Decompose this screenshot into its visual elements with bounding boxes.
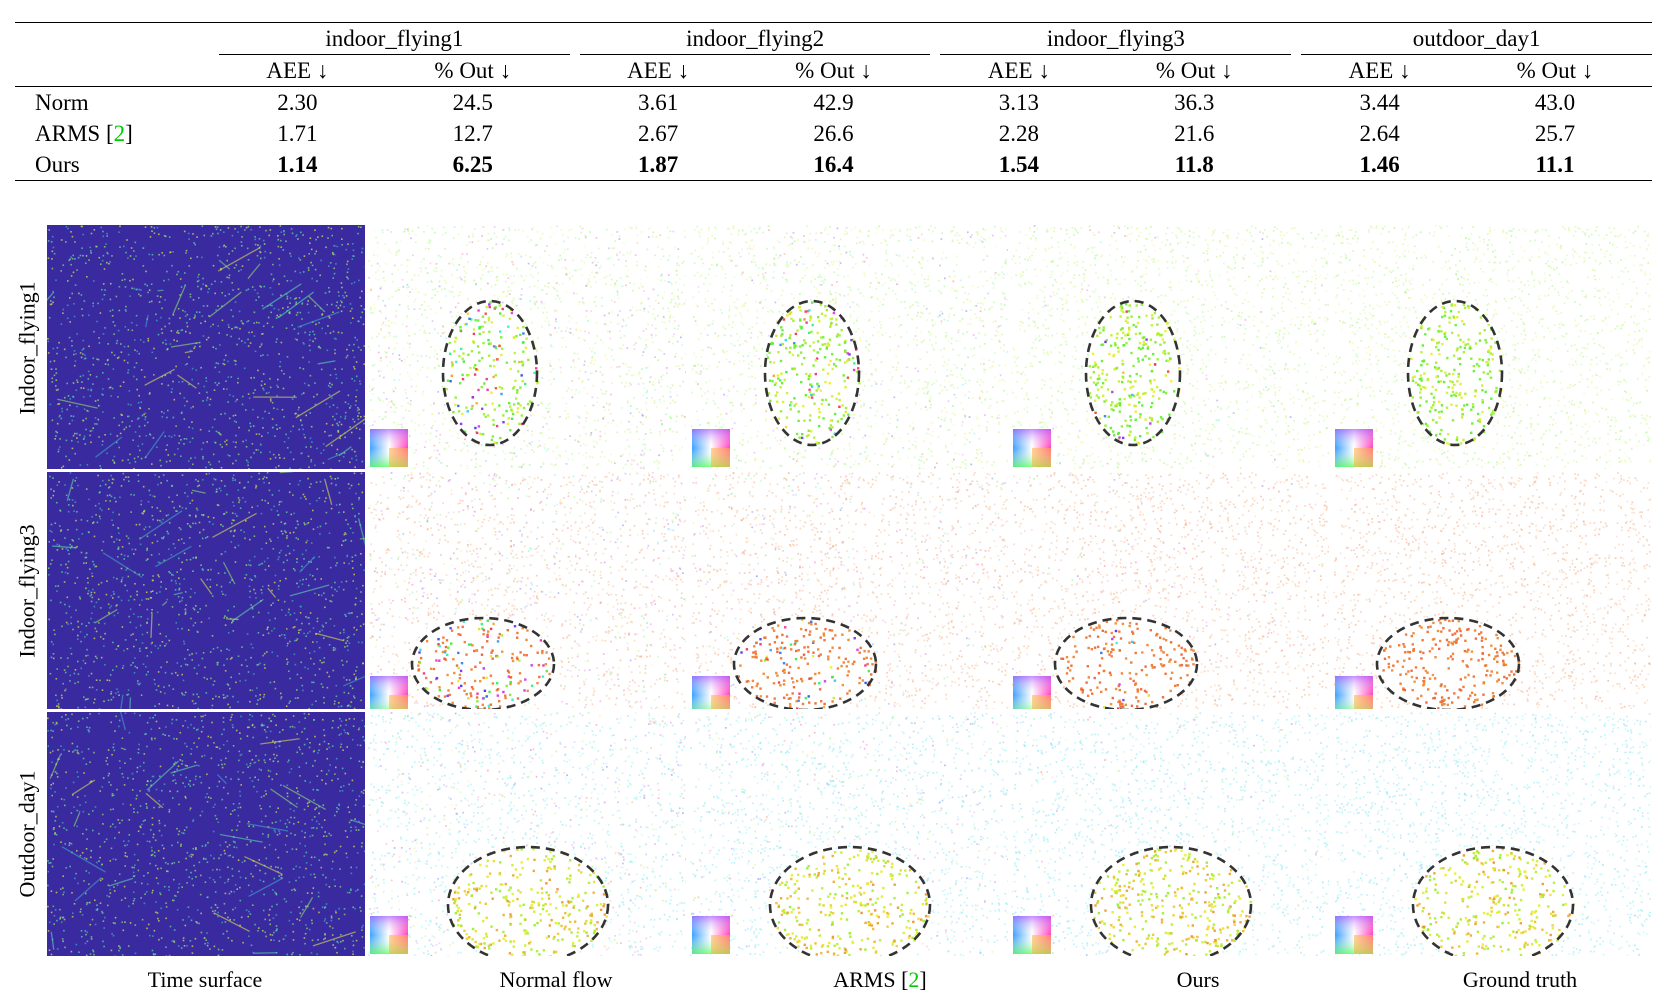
- flow-visualization: [690, 712, 1008, 956]
- table-cell: 1.46: [1301, 149, 1458, 181]
- caption-arms: ARMS [2]: [730, 967, 1030, 993]
- flow-visualization: [1011, 712, 1329, 956]
- citation-link[interactable]: 2: [114, 121, 126, 146]
- results-table: indoor_flying1 indoor_flying2 indoor_fly…: [15, 22, 1652, 181]
- table-cell: 25.7: [1458, 118, 1652, 149]
- group-header: outdoor_day1: [1301, 22, 1652, 55]
- table-cell: 2.28: [940, 118, 1097, 149]
- table-cell: 2.67: [580, 118, 737, 149]
- row-label: Outdoor_day1: [8, 712, 48, 956]
- table-cell: 3.44: [1301, 87, 1458, 119]
- group-header: indoor_flying3: [940, 22, 1292, 55]
- method-name: ARMS [2]: [15, 118, 209, 149]
- table-cell: 36.3: [1097, 87, 1291, 119]
- table-row: ARMS [2] 1.71 12.7 2.67 26.6 2.28 21.6 2…: [15, 118, 1652, 149]
- caption-time-surface: Time surface: [55, 967, 355, 993]
- group-header: indoor_flying1: [219, 22, 570, 55]
- table-cell: 24.5: [376, 87, 570, 119]
- table-cell: 3.61: [580, 87, 737, 119]
- metric-header: % Out ↓: [1457, 54, 1652, 87]
- table-cell: 21.6: [1097, 118, 1291, 149]
- table-group-header-row: indoor_flying1 indoor_flying2 indoor_fly…: [15, 22, 1652, 55]
- caption-ours: Ours: [1048, 967, 1348, 993]
- caption-ground-truth: Ground truth: [1370, 967, 1669, 993]
- flow-visualization: [1011, 225, 1329, 469]
- table-cell: 1.71: [219, 118, 376, 149]
- flow-visualization: [368, 712, 686, 956]
- flow-visualization: [690, 472, 1008, 709]
- flow-visualization: [690, 225, 1008, 469]
- method-name: Ours: [15, 149, 209, 181]
- table-cell: 11.8: [1097, 149, 1292, 181]
- metric-header: AEE ↓: [219, 54, 376, 87]
- time-surface-image: [47, 472, 365, 709]
- table-cell: 1.87: [579, 149, 737, 181]
- table-metric-header-row: AEE ↓ % Out ↓ AEE ↓ % Out ↓ AEE ↓ % Out …: [15, 54, 1652, 87]
- table-cell: 42.9: [737, 87, 931, 119]
- flow-visualization: [1333, 225, 1651, 469]
- table-corner-cell: [15, 22, 209, 55]
- time-surface-image: [47, 225, 365, 469]
- row-label: Indoor_flying3: [8, 472, 48, 710]
- flow-visualization: [368, 225, 686, 469]
- metric-header: AEE ↓: [1301, 54, 1458, 87]
- flow-visualization: [1333, 472, 1651, 709]
- metric-header: AEE ↓: [940, 54, 1098, 87]
- table-row: Norm 2.30 24.5 3.61 42.9 3.13 36.3 3.44 …: [15, 87, 1652, 119]
- row-separator: [47, 469, 364, 472]
- table-cell: 2.64: [1301, 118, 1458, 149]
- row-label: Indoor_flying1: [8, 225, 48, 470]
- flow-visualization: [1333, 712, 1651, 956]
- metric-header: % Out ↓: [375, 54, 570, 87]
- method-name: Norm: [15, 87, 209, 119]
- table-cell: 43.0: [1458, 87, 1652, 119]
- citation-link[interactable]: 2: [908, 967, 919, 992]
- row-separator: [47, 709, 364, 712]
- table-cell: 2.30: [219, 87, 376, 119]
- metric-header: % Out ↓: [1097, 54, 1292, 87]
- table-cell: 1.54: [940, 149, 1098, 181]
- table-cell: 3.13: [940, 87, 1097, 119]
- group-header: indoor_flying2: [579, 22, 931, 55]
- metric-header: % Out ↓: [736, 54, 931, 87]
- table-cell: 1.14: [219, 149, 376, 181]
- time-surface-image: [47, 712, 365, 956]
- metric-header: AEE ↓: [579, 54, 737, 87]
- flow-visualization: [368, 472, 686, 709]
- flow-visualization: [1011, 472, 1329, 709]
- caption-normal-flow: Normal flow: [406, 967, 706, 993]
- table-cell: 6.25: [375, 149, 570, 181]
- table-cell: 26.6: [737, 118, 931, 149]
- table-row: Ours 1.14 6.25 1.87 16.4 1.54 11.8 1.46 …: [15, 149, 1652, 181]
- table-cell: 12.7: [376, 118, 570, 149]
- table-cell: 11.1: [1457, 149, 1652, 181]
- table-cell: 16.4: [736, 149, 931, 181]
